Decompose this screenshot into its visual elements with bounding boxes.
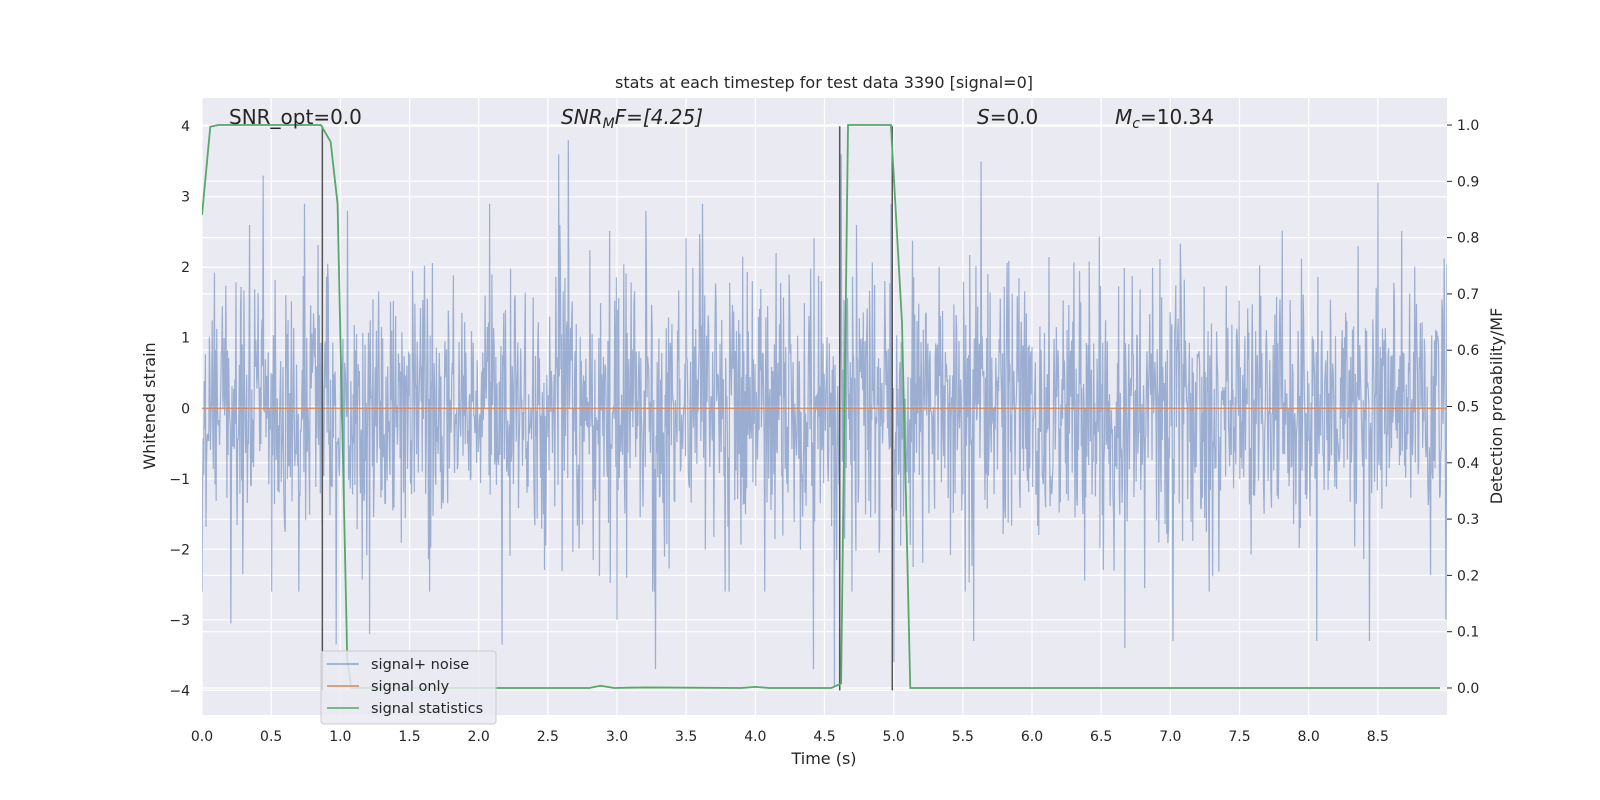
x-tick-label: 6.5 (1090, 729, 1112, 745)
x-tick-label: 3.5 (675, 729, 697, 745)
legend: signal+ noise signal only signal statist… (320, 650, 497, 725)
legend-box (320, 650, 497, 725)
y-tick-label: 1 (181, 331, 190, 347)
y-tick-label: 0 (181, 401, 190, 417)
x-tick-label: 0.5 (260, 729, 282, 745)
x-axis-ticks: 0.0 0.5 1.0 1.5 2.0 2.5 3.0 3.5 4.0 4.5 5.0 5.5 6.0 6… (191, 729, 1389, 745)
signal-noise-series (202, 140, 1447, 687)
x-tick-label: 3.0 (606, 729, 628, 745)
y-tick-label: −3 (169, 613, 190, 629)
annotation-snr-opt: SNR_opt=0.0 (229, 105, 362, 129)
chart-title: stats at each timestep for test data 339… (615, 73, 1033, 92)
x-tick-label: 8.0 (1298, 729, 1320, 745)
y2-tick-label: 0.0 (1457, 681, 1479, 697)
x-axis-label: Time (s) (790, 749, 856, 768)
y2-axis-label: Detection probability/MF (1487, 308, 1506, 505)
x-tick-label: 1.5 (398, 729, 420, 745)
y2-axis-ticks: 1.0 0.9 0.8 0.7 0.6 0.5 0.4 0.3 0.2 0.1 0.0 (1447, 118, 1479, 697)
y-axis-ticks: 4 3 2 1 0 −1 −2 −3 −4 (169, 119, 190, 699)
vertical-markers (321, 126, 894, 691)
x-tick-label: 0.0 (191, 729, 213, 745)
y-axis-label: Whitened strain (140, 342, 159, 469)
legend-label-signal-statistics: signal statistics (371, 701, 483, 717)
annotation-snr-mf: SNRMF=[4.25] (561, 105, 703, 132)
y-tick-label: 4 (181, 119, 190, 135)
x-tick-label: 1.0 (329, 729, 351, 745)
y2-tick-label: 1.0 (1457, 118, 1479, 134)
legend-label-signal-noise: signal+ noise (371, 657, 469, 673)
x-tick-label: 5.5 (952, 729, 974, 745)
x-tick-label: 4.5 (813, 729, 835, 745)
y2-tick-label: 0.3 (1457, 512, 1479, 528)
y2-tick-label: 0.8 (1457, 231, 1479, 247)
signal-noise-trace (202, 140, 1447, 687)
y2-tick-label: 0.7 (1457, 287, 1479, 303)
y-tick-label: −2 (169, 542, 190, 558)
x-tick-label: 2.0 (468, 729, 490, 745)
x-tick-label: 4.0 (744, 729, 766, 745)
x-tick-label: 7.0 (1159, 729, 1181, 745)
y2-tick-label: 0.4 (1457, 456, 1479, 472)
y2-tick-label: 0.9 (1457, 174, 1479, 190)
x-tick-label: 7.5 (1228, 729, 1250, 745)
legend-label-signal-only: signal only (371, 679, 450, 695)
y-tick-label: 2 (181, 260, 190, 276)
x-tick-label: 2.5 (537, 729, 559, 745)
y2-tick-label: 0.5 (1457, 400, 1479, 416)
signal-statistics-series (202, 124, 1441, 689)
annotation-s: S=0.0 (977, 105, 1038, 129)
x-tick-label: 8.5 (1367, 729, 1389, 745)
x-tick-label: 6.0 (1021, 729, 1043, 745)
annotation-mc: Mc=10.34 (1115, 105, 1214, 132)
y2-tick-label: 0.6 (1457, 343, 1479, 359)
y-tick-label: −4 (169, 683, 190, 699)
x-tick-label: 5.0 (883, 729, 905, 745)
y2-tick-label: 0.2 (1457, 568, 1479, 584)
y-tick-label: −1 (169, 472, 190, 488)
y2-tick-label: 0.1 (1457, 625, 1479, 641)
y-tick-label: 3 (181, 190, 190, 206)
